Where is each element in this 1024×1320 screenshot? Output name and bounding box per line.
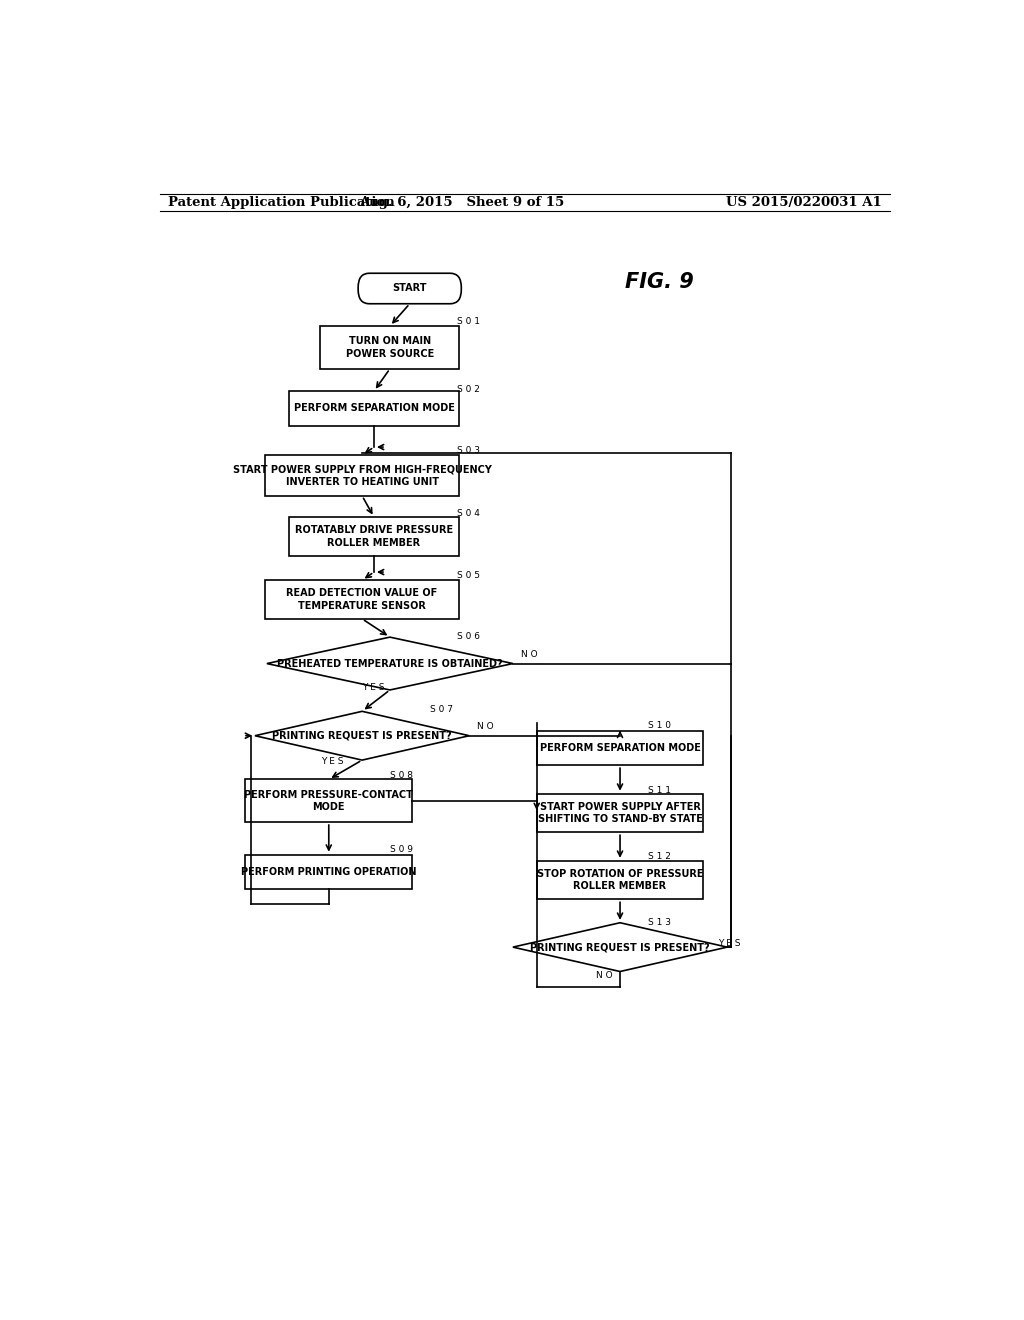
Bar	[265, 581, 460, 619]
Bar	[537, 731, 703, 766]
Text: S 0 5: S 0 5	[458, 570, 480, 579]
Bar	[265, 455, 460, 496]
Text: N O: N O	[596, 972, 612, 979]
Bar	[537, 793, 703, 833]
Polygon shape	[513, 923, 727, 972]
Text: S 0 9: S 0 9	[390, 845, 413, 854]
Text: US 2015/0220031 A1: US 2015/0220031 A1	[726, 195, 882, 209]
Text: S 0 4: S 0 4	[458, 508, 480, 517]
Text: S 0 8: S 0 8	[390, 771, 413, 780]
Text: S 0 3: S 0 3	[458, 446, 480, 454]
Text: PREHEATED TEMPERATURE IS OBTAINED?: PREHEATED TEMPERATURE IS OBTAINED?	[278, 659, 503, 668]
Polygon shape	[255, 711, 469, 760]
Text: N O: N O	[477, 722, 494, 731]
Text: N O: N O	[521, 649, 538, 659]
Text: S 1 2: S 1 2	[648, 853, 671, 861]
Text: S 1 3: S 1 3	[648, 919, 671, 927]
Text: S 0 7: S 0 7	[430, 705, 453, 714]
Text: READ DETECTION VALUE OF
TEMPERATURE SENSOR: READ DETECTION VALUE OF TEMPERATURE SENS…	[287, 589, 437, 611]
Text: ROTATABLY DRIVE PRESSURE
ROLLER MEMBER: ROTATABLY DRIVE PRESSURE ROLLER MEMBER	[295, 525, 453, 548]
Text: PRINTING REQUEST IS PRESENT?: PRINTING REQUEST IS PRESENT?	[530, 942, 710, 952]
Text: PERFORM PRINTING OPERATION: PERFORM PRINTING OPERATION	[241, 867, 417, 876]
Text: START POWER SUPPLY AFTER
SHIFTING TO STAND-BY STATE: START POWER SUPPLY AFTER SHIFTING TO STA…	[538, 801, 702, 824]
Text: Y E S: Y E S	[362, 684, 385, 693]
Text: PRINTING REQUEST IS PRESENT?: PRINTING REQUEST IS PRESENT?	[272, 731, 452, 741]
Text: START: START	[392, 284, 427, 293]
Text: S 1 0: S 1 0	[648, 721, 671, 730]
Bar	[246, 779, 412, 822]
Bar	[321, 326, 460, 368]
Bar	[289, 517, 460, 556]
Text: Patent Application Publication: Patent Application Publication	[168, 195, 394, 209]
Text: TURN ON MAIN
POWER SOURCE: TURN ON MAIN POWER SOURCE	[346, 337, 434, 359]
Bar	[537, 861, 703, 899]
Text: S 0 1: S 0 1	[458, 317, 480, 326]
Polygon shape	[267, 638, 513, 690]
Text: S 0 6: S 0 6	[458, 631, 480, 640]
Text: START POWER SUPPLY FROM HIGH-FREQUENCY
INVERTER TO HEATING UNIT: START POWER SUPPLY FROM HIGH-FREQUENCY I…	[232, 465, 492, 487]
FancyBboxPatch shape	[358, 273, 461, 304]
Text: STOP ROTATION OF PRESSURE
ROLLER MEMBER: STOP ROTATION OF PRESSURE ROLLER MEMBER	[537, 869, 703, 891]
Text: Y E S: Y E S	[321, 756, 343, 766]
Text: S 0 2: S 0 2	[458, 384, 480, 393]
Text: Aug. 6, 2015   Sheet 9 of 15: Aug. 6, 2015 Sheet 9 of 15	[358, 195, 564, 209]
Text: PERFORM SEPARATION MODE: PERFORM SEPARATION MODE	[294, 404, 455, 413]
Text: Y E S: Y E S	[719, 939, 741, 948]
Bar	[289, 391, 460, 426]
Text: PERFORM PRESSURE-CONTACT
MODE: PERFORM PRESSURE-CONTACT MODE	[245, 789, 414, 812]
Text: PERFORM SEPARATION MODE: PERFORM SEPARATION MODE	[540, 743, 700, 752]
Bar	[246, 854, 412, 890]
Text: FIG. 9: FIG. 9	[626, 272, 694, 293]
Text: S 1 1: S 1 1	[648, 787, 671, 795]
